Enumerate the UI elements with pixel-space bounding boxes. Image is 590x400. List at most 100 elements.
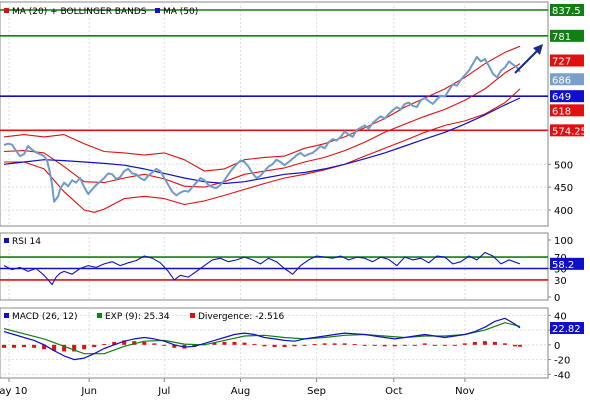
price-tick-label-0: 400 [554, 206, 573, 217]
legend-label-macd: MACD (26, 12) [12, 312, 78, 322]
divergence-bar-5 [52, 344, 57, 351]
trend-arrow [514, 44, 543, 74]
legend-label-ma50: MA (50) [163, 7, 198, 17]
divergence-bar-49 [492, 341, 497, 345]
price-value-tag-1-bg [550, 73, 584, 86]
price-tick-label-2: 500 [554, 160, 573, 171]
price-line [3, 55, 521, 203]
ma50-line [3, 97, 521, 185]
divergence-bar-7 [72, 344, 77, 352]
rsi-level-label-2: 30 [554, 276, 567, 287]
divergence-bar-52 [518, 344, 522, 347]
divergence-bar-22 [222, 341, 227, 345]
divergence-bar-44 [442, 344, 447, 346]
divergence-bar-4 [42, 344, 47, 350]
legend-label-exp9: EXP (9): 25.34 [105, 312, 170, 322]
macd-legend: MACD (26, 12) EXP (9): 25.34 Divergence:… [4, 312, 284, 322]
macd-line [3, 317, 521, 361]
divergence-bar-42 [422, 343, 427, 345]
legend-label-divergence: Divergence: -2.516 [198, 312, 284, 322]
macd-tick-label-4: -40 [554, 370, 570, 381]
price-level-tag-2-bg [550, 90, 584, 103]
divergence-bar-15 [152, 343, 157, 345]
divergence-bar-21 [212, 342, 217, 345]
divergence-bar-9 [92, 344, 97, 348]
divergence-bar-46 [462, 343, 467, 345]
divergence-bar-16 [162, 344, 167, 346]
price-level-tag-0-bg [550, 4, 584, 16]
divergence-bar-25 [252, 344, 257, 346]
legend-swatch-divergence [190, 313, 195, 318]
divergence-bar-39 [392, 344, 397, 347]
divergence-bar-23 [232, 341, 237, 345]
price-level-tag-1: 781 [552, 32, 571, 43]
x-axis: May 10 Jun Jul Aug Sep Oct Nov [0, 378, 475, 397]
divergence-bar-13 [132, 341, 137, 345]
bollinger-upper-line [3, 45, 521, 172]
legend-swatch-ma50 [155, 8, 160, 13]
macd-panel: 40200-20-40 22.82 MACD (26, 12) EXP (9):… [0, 307, 584, 381]
x-tick-label-0: May 10 [0, 386, 27, 397]
divergence-bar-28 [282, 344, 287, 348]
legend-swatch-rsi [4, 238, 9, 243]
rsi-tick-label-0: 100 [554, 236, 573, 247]
macd-value-tag-0: 22.82 [552, 324, 581, 335]
divergence-bar-41 [412, 344, 417, 346]
divergence-bar-29 [292, 344, 297, 347]
divergence-bar-10 [102, 344, 107, 346]
legend-label-rsi: RSI 14 [12, 237, 41, 247]
legend-swatch-ma20 [4, 8, 9, 13]
divergence-bar-34 [342, 343, 347, 345]
rsi-tick-label-1: 50 [554, 265, 567, 276]
x-tick-label-1: Jun [80, 386, 97, 397]
macd-tick-label-0: 40 [554, 311, 567, 322]
rsi-value-tag-0: 58.2 [552, 260, 574, 271]
divergence-bar-26 [262, 344, 267, 347]
rsi-legend: RSI 14 [4, 237, 41, 247]
divergence-bar-11 [112, 341, 117, 345]
divergence-bar-2 [22, 344, 27, 348]
legend-swatch-macd [4, 313, 9, 318]
price-level-tag-0: 837.5 [552, 6, 581, 17]
price-value-tag-2: 618 [552, 106, 571, 117]
price-level-tag-1-bg [550, 29, 584, 42]
divergence-bar-38 [382, 344, 387, 347]
divergence-bar-47 [472, 341, 477, 345]
divergence-bar-24 [242, 342, 247, 345]
price-tick-label-1: 450 [554, 183, 573, 194]
divergence-bar-30 [302, 344, 307, 346]
x-tick-label-2: Jul [157, 386, 170, 397]
divergence-bar-51 [512, 344, 517, 347]
divergence-bar-14 [142, 341, 147, 345]
macd-tick-label-2: 0 [554, 341, 560, 352]
divergence-bar-6 [62, 344, 67, 352]
divergence-bar-32 [322, 343, 327, 345]
rsi-line [3, 251, 521, 286]
legend-label-ma20: MA (20) + BOLLINGER BANDS [12, 7, 147, 17]
x-tick-label-5: Oct [385, 386, 402, 397]
divergence-bar-1 [12, 344, 17, 348]
divergence-bar-36 [362, 344, 367, 346]
divergence-bar-12 [122, 340, 127, 345]
price-level-tag-3-bg [550, 124, 584, 137]
price-level-tag-3: 574.25 [552, 126, 587, 137]
price-value-tag-0: 727 [552, 57, 571, 68]
rsi-tick-label-2: 0 [554, 293, 560, 304]
divergence-bar-35 [352, 344, 357, 346]
divergence-bar-43 [432, 344, 437, 346]
divergence-bar-27 [272, 344, 277, 348]
divergence-bar-3 [32, 344, 37, 348]
x-tick-label-4: Sep [307, 386, 326, 397]
price-value-tag-2-bg [550, 104, 584, 117]
x-tick-label-6: Nov [455, 386, 475, 397]
divergence-bar-37 [372, 344, 377, 346]
legend-swatch-exp9 [97, 313, 102, 318]
x-tick-label-3: Aug [231, 386, 251, 397]
macd-value-tag-0-bg [550, 322, 584, 335]
price-level-tag-2: 649 [552, 92, 571, 103]
divergence-bar-8 [82, 344, 87, 350]
divergence-bar-48 [482, 341, 487, 345]
divergence-bar-31 [312, 344, 317, 346]
divergence-bar-0 [2, 344, 6, 348]
